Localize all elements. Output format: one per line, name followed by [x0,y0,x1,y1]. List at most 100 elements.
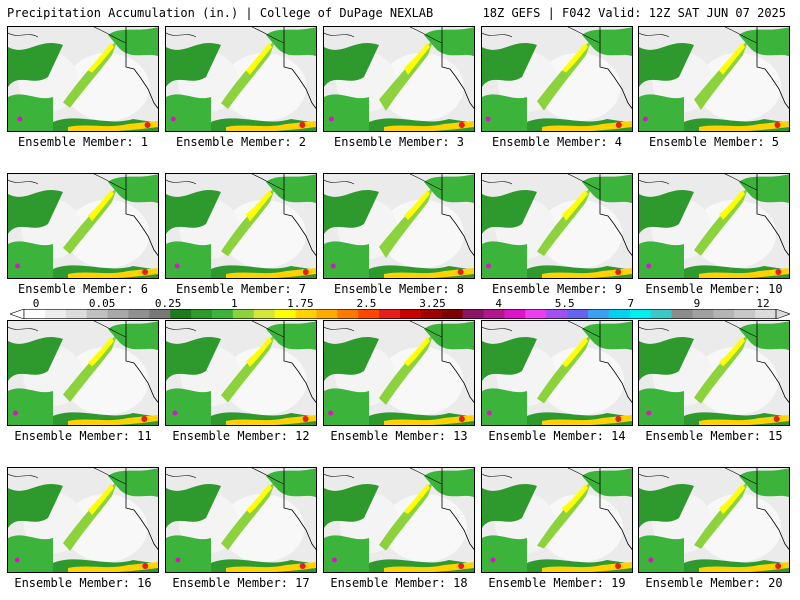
colorbar-swatch [316,309,338,319]
ensemble-member-panel [638,467,790,573]
precip-map [8,174,158,278]
colorbar-swatch [671,309,693,319]
precip-map [166,174,316,278]
colorbar-swatch [24,309,46,319]
colorbar-tick-label: 1 [230,297,238,310]
ensemble-member-panel [165,173,317,279]
run-valid-time: 18Z GEFS | F042 Valid: 12Z SAT JUN 07 20… [482,6,786,20]
colorbar-swatch [191,309,213,319]
colorbar-swatch [44,309,67,319]
ensemble-member-label: Ensemble Member: 9 [491,282,623,296]
precip-map [8,468,158,572]
ensemble-member-label: Ensemble Member: 11 [14,429,152,443]
ensemble-member-label: Ensemble Member: 1 [17,135,149,149]
colorbar-swatch [337,309,359,319]
ensemble-member-label: Ensemble Member: 18 [330,576,468,590]
colorbar-swatch [86,309,109,319]
colorbar-swatch [65,309,88,319]
ensemble-member-panel [481,467,633,573]
ensemble-member-label: Ensemble Member: 16 [14,576,152,590]
precipitation-colorbar [10,309,790,319]
colorbar-swatch [400,309,422,319]
colorbar-swatch [420,309,443,319]
ensemble-member-label: Ensemble Member: 20 [645,576,783,590]
ensemble-member-panel [638,320,790,426]
precip-map [324,468,474,572]
ensemble-member-panel [323,173,475,279]
colorbar-swatch [483,309,505,319]
precip-map [324,321,474,425]
ensemble-member-panel [7,173,159,279]
precip-map [482,321,632,425]
precip-map [324,174,474,278]
colorbar-low-arrow [10,309,25,319]
colorbar-swatch [608,309,631,319]
colorbar-swatch [379,309,401,319]
colorbar-tick-label: 0.05 [88,297,116,310]
precip-map [482,27,632,131]
ensemble-member-label: Ensemble Member: 14 [488,429,626,443]
colorbar-tick-label: 4 [495,297,502,310]
ensemble-member-label: Ensemble Member: 8 [333,282,465,296]
colorbar-tick-label: 12 [756,297,770,310]
colorbar-high-arrow [775,309,790,319]
colorbar-swatch [462,309,485,319]
colorbar-swatch [650,309,673,319]
colorbar-swatch [274,309,297,319]
colorbar-swatch [128,309,150,319]
precip-map [8,321,158,425]
ensemble-member-panel [7,26,159,132]
precip-map [166,321,316,425]
colorbar-swatch [692,309,714,319]
colorbar-tick-label: 0.25 [154,297,182,310]
ensemble-member-panel [323,320,475,426]
colorbar-swatch [567,309,589,319]
precip-map [8,27,158,131]
precip-map [482,174,632,278]
precip-map [166,27,316,131]
ensemble-member-panel [638,26,790,132]
colorbar-swatch [525,309,547,319]
ensemble-member-label: Ensemble Member: 6 [17,282,149,296]
ensemble-member-label: Ensemble Member: 13 [330,429,468,443]
ensemble-member-label: Ensemble Member: 4 [491,135,623,149]
ensemble-member-panel [165,467,317,573]
precip-map [482,468,632,572]
colorbar-swatch [107,309,129,319]
ensemble-member-label: Ensemble Member: 17 [172,576,310,590]
precip-map [639,174,789,278]
ensemble-member-panel [165,26,317,132]
colorbar-tick-label: 9 [693,297,701,310]
ensemble-member-panel [7,467,159,573]
colorbar-swatch [755,309,777,319]
ensemble-member-label: Ensemble Member: 5 [648,135,780,149]
colorbar-swatch [358,309,380,319]
colorbar-tick-label: 1.75 [287,297,314,310]
ensemble-member-label: Ensemble Member: 19 [488,576,626,590]
colorbar-swatch [588,309,610,319]
ensemble-member-panel [481,320,633,426]
colorbar-outline [23,309,777,319]
ensemble-member-panel [165,320,317,426]
precip-map [639,321,789,425]
colorbar-swatch [546,309,568,319]
ensemble-member-label: Ensemble Member: 3 [333,135,465,149]
colorbar-swatch [170,309,192,319]
colorbar-swatch [441,309,464,319]
colorbar-swatch [253,309,276,319]
ensemble-member-label: Ensemble Member: 15 [645,429,783,443]
precip-map [166,468,316,572]
colorbar-swatch [295,309,317,319]
colorbar-swatch [734,309,756,319]
colorbar-swatch [232,309,255,319]
ensemble-member-label: Ensemble Member: 10 [645,282,783,296]
precip-map [639,27,789,131]
colorbar-swatch [149,309,171,319]
ensemble-member-label: Ensemble Member: 7 [175,282,307,296]
colorbar-swatch [713,309,735,319]
ensemble-member-panel [481,26,633,132]
colorbar-swatch [212,309,234,319]
ensemble-member-panel [323,26,475,132]
colorbar-tick-label: 2.5 [356,297,377,310]
ensemble-member-panel [638,173,790,279]
